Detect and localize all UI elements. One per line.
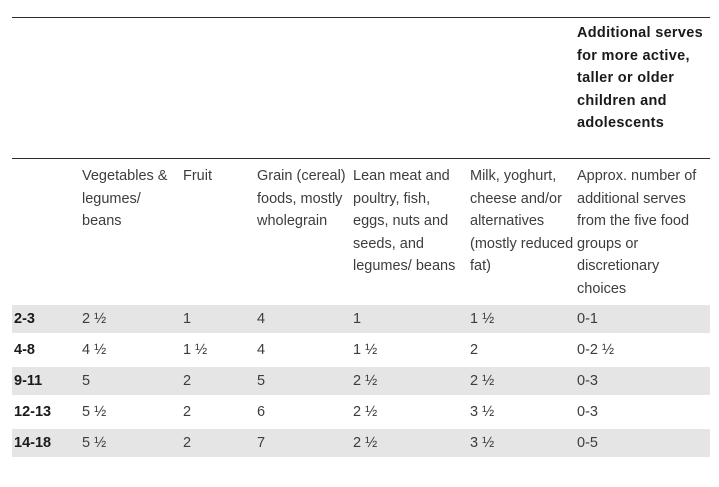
table-cell: 2	[467, 334, 574, 367]
table-row: 2-3 2 ½ 1 4 1 1 ½ 0-1	[12, 305, 710, 336]
column-header-fruit: Fruit	[183, 168, 212, 184]
serves-table: Additional serves for more active, talle…	[12, 17, 710, 457]
table-cell: 4 ½	[79, 334, 180, 367]
additional-serves-header: Additional serves for more active, talle…	[574, 17, 710, 159]
table-row: 14-18 5 ½ 2 7 2 ½ 3 ½ 0-5	[12, 427, 710, 457]
table-cell: 2	[180, 396, 254, 429]
table-cell: 0-3	[574, 396, 710, 429]
table-cell: 3 ½	[467, 427, 574, 457]
age-group-cell: 14-18	[12, 427, 79, 457]
column-header-vegetables: Vegetables & legumes/ beans	[82, 168, 168, 229]
age-group-cell: 4-8	[12, 334, 79, 367]
age-group-cell: 12-13	[12, 396, 79, 429]
table-cell: 1	[350, 305, 467, 336]
age-group-cell: 9-11	[12, 365, 79, 398]
table-top-header-row: Additional serves for more active, talle…	[12, 17, 710, 159]
table-cell: 1	[180, 305, 254, 336]
table-cell: 2	[180, 427, 254, 457]
table-cell: 4	[254, 334, 350, 367]
table-cell: 0-1	[574, 305, 710, 336]
table-row: 12-13 5 ½ 2 6 2 ½ 3 ½ 0-3	[12, 396, 710, 429]
table-cell: 7	[254, 427, 350, 457]
table-cell: 2	[180, 365, 254, 398]
table-cell: 6	[254, 396, 350, 429]
table-cell: 0-2 ½	[574, 334, 710, 367]
table-cell: 4	[254, 305, 350, 336]
table-row: 4-8 4 ½ 1 ½ 4 1 ½ 2 0-2 ½	[12, 334, 710, 367]
table-cell: 5 ½	[79, 396, 180, 429]
table-cell: 2 ½	[467, 365, 574, 398]
table-cell: 0-5	[574, 427, 710, 457]
column-header-age	[12, 159, 79, 306]
column-header-lean-meat: Lean meat and poultry, fish, eggs, nuts …	[353, 168, 456, 274]
table-cell: 1 ½	[467, 305, 574, 336]
column-header-row: Vegetables & legumes/ beans Fruit Grain …	[12, 159, 710, 306]
column-header-additional: Approx. number of additional serves from…	[577, 168, 697, 297]
table-cell: 5	[254, 365, 350, 398]
table-cell: 2 ½	[350, 396, 467, 429]
table-cell: 1 ½	[180, 334, 254, 367]
table-cell: 1 ½	[350, 334, 467, 367]
table-cell: 3 ½	[467, 396, 574, 429]
table-cell: 0-3	[574, 365, 710, 398]
table-row: 9-11 5 2 5 2 ½ 2 ½ 0-3	[12, 365, 710, 398]
age-group-cell: 2-3	[12, 305, 79, 336]
table-cell: 2 ½	[350, 365, 467, 398]
table-cell: 2 ½	[79, 305, 180, 336]
column-header-grain: Grain (cereal) foods, mostly wholegrain	[257, 168, 346, 229]
table-cell: 2 ½	[350, 427, 467, 457]
table-cell: 5	[79, 365, 180, 398]
column-header-milk: Milk, yoghurt, cheese and/or alternative…	[470, 168, 574, 274]
table-cell: 5 ½	[79, 427, 180, 457]
